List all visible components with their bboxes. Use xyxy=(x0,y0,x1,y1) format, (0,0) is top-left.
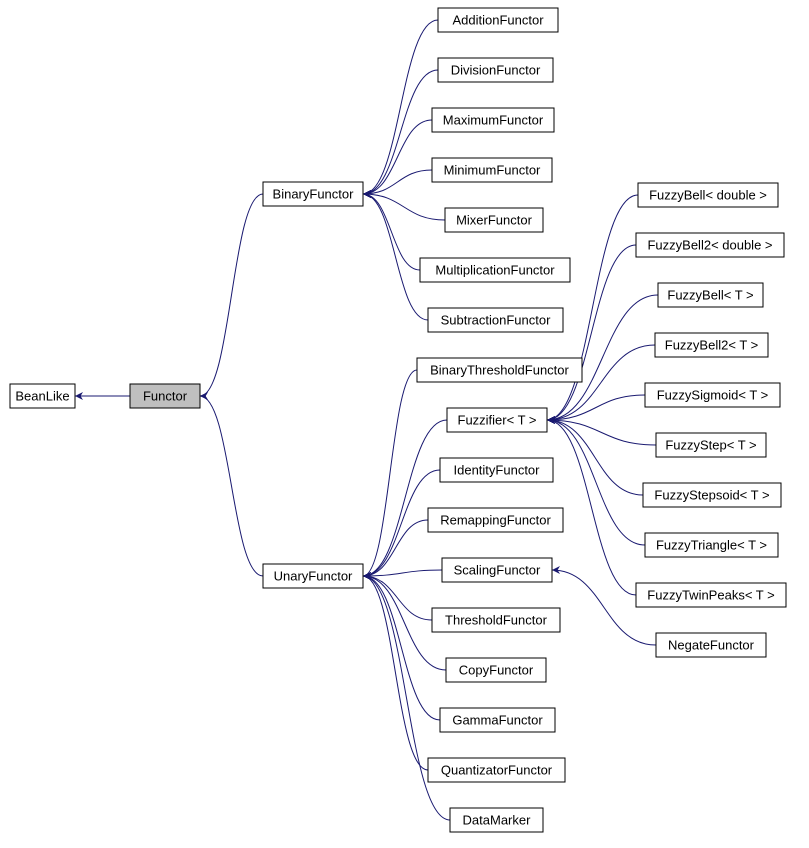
node-ScalingFunctor[interactable]: ScalingFunctor xyxy=(442,558,552,582)
node-MultiplicationFunctor[interactable]: MultiplicationFunctor xyxy=(420,258,570,282)
node-MinimumFunctor[interactable]: MinimumFunctor xyxy=(432,158,552,182)
node-label: FuzzyStepsoid< T > xyxy=(654,488,769,503)
node-label: DataMarker xyxy=(463,813,532,828)
edge-FuzzyStepsoidT-to-Fuzzifier xyxy=(547,420,643,495)
node-label: FuzzyStep< T > xyxy=(665,438,756,453)
node-QuantizatorFunctor[interactable]: QuantizatorFunctor xyxy=(428,758,565,782)
edge-MultiplicationFunctor-to-BinaryFunctor xyxy=(363,194,420,270)
node-label: MixerFunctor xyxy=(456,213,533,228)
node-Functor[interactable]: Functor xyxy=(130,384,200,408)
node-ThresholdFunctor[interactable]: ThresholdFunctor xyxy=(432,608,560,632)
edge-MixerFunctor-to-BinaryFunctor xyxy=(363,194,445,220)
node-MixerFunctor[interactable]: MixerFunctor xyxy=(445,208,543,232)
node-label: AdditionFunctor xyxy=(452,13,544,28)
node-Fuzzifier[interactable]: Fuzzifier< T > xyxy=(447,408,547,432)
node-DivisionFunctor[interactable]: DivisionFunctor xyxy=(438,58,553,82)
node-UnaryFunctor[interactable]: UnaryFunctor xyxy=(263,564,363,588)
node-MaximumFunctor[interactable]: MaximumFunctor xyxy=(432,108,554,132)
node-label: Functor xyxy=(143,389,188,404)
node-GammaFunctor[interactable]: GammaFunctor xyxy=(440,708,555,732)
node-label: FuzzyTriangle< T > xyxy=(656,538,767,553)
edge-DivisionFunctor-to-BinaryFunctor xyxy=(363,70,438,194)
node-label: FuzzyTwinPeaks< T > xyxy=(647,588,774,603)
edge-GammaFunctor-to-UnaryFunctor xyxy=(363,576,440,720)
node-label: Fuzzifier< T > xyxy=(458,413,537,428)
node-label: FuzzyBell2< T > xyxy=(665,338,758,353)
node-label: MaximumFunctor xyxy=(443,113,544,128)
node-FuzzySigmoidT[interactable]: FuzzySigmoid< T > xyxy=(645,383,780,407)
node-SubtractionFunctor[interactable]: SubtractionFunctor xyxy=(428,308,563,332)
edge-ThresholdFunctor-to-UnaryFunctor xyxy=(363,576,432,620)
edge-SubtractionFunctor-to-BinaryFunctor xyxy=(363,194,428,320)
inheritance-diagram: BeanLike Functor BinaryFunctor UnaryFunctor… xyxy=(0,0,809,848)
node-label: ScalingFunctor xyxy=(454,563,541,578)
node-FuzzyBellD[interactable]: FuzzyBell< double > xyxy=(638,183,778,207)
node-label: MinimumFunctor xyxy=(444,163,541,178)
node-label: FuzzySigmoid< T > xyxy=(657,388,769,403)
node-label: BinaryThresholdFunctor xyxy=(430,363,569,378)
node-NegateFunctor[interactable]: NegateFunctor xyxy=(656,633,766,657)
edge-RemappingFunctor-to-UnaryFunctor xyxy=(363,520,428,576)
node-AdditionFunctor[interactable]: AdditionFunctor xyxy=(438,8,558,32)
node-BinaryFunctor[interactable]: BinaryFunctor xyxy=(263,182,363,206)
node-label: DivisionFunctor xyxy=(451,63,541,78)
node-DataMarker[interactable]: DataMarker xyxy=(450,808,543,832)
node-IdentityFunctor[interactable]: IdentityFunctor xyxy=(440,458,553,482)
node-FuzzyStepT[interactable]: FuzzyStep< T > xyxy=(656,433,766,457)
node-FuzzyTriangleT[interactable]: FuzzyTriangle< T > xyxy=(645,533,778,557)
node-label: RemappingFunctor xyxy=(440,513,551,528)
node-RemappingFunctor[interactable]: RemappingFunctor xyxy=(428,508,563,532)
node-FuzzyTwinPeaksT[interactable]: FuzzyTwinPeaks< T > xyxy=(636,583,786,607)
edge-BinaryFunctor-to-Functor xyxy=(200,194,263,396)
node-BinaryThresholdFunctor[interactable]: BinaryThresholdFunctor xyxy=(417,358,582,382)
node-label: QuantizatorFunctor xyxy=(441,763,553,778)
node-label: FuzzyBell< T > xyxy=(667,288,753,303)
node-label: UnaryFunctor xyxy=(274,569,353,584)
edge-AdditionFunctor-to-BinaryFunctor xyxy=(363,20,438,194)
edge-UnaryFunctor-to-Functor xyxy=(200,396,263,576)
node-label: ThresholdFunctor xyxy=(445,613,548,628)
edge-BinaryThresholdFunctor-to-UnaryFunctor xyxy=(363,370,417,576)
node-CopyFunctor[interactable]: CopyFunctor xyxy=(446,658,546,682)
node-label: BinaryFunctor xyxy=(273,187,355,202)
node-FuzzyBell2T[interactable]: FuzzyBell2< T > xyxy=(655,333,768,357)
node-label: GammaFunctor xyxy=(452,713,543,728)
node-label: BeanLike xyxy=(15,389,69,404)
node-FuzzyBellT[interactable]: FuzzyBell< T > xyxy=(658,283,763,307)
edge-QuantizatorFunctor-to-UnaryFunctor xyxy=(363,576,428,770)
edge-Fuzzifier-to-UnaryFunctor xyxy=(363,420,447,576)
node-label: IdentityFunctor xyxy=(454,463,541,478)
edges-layer xyxy=(75,20,658,820)
node-label: NegateFunctor xyxy=(668,638,755,653)
node-FuzzyBell2D[interactable]: FuzzyBell2< double > xyxy=(636,233,784,257)
node-label: CopyFunctor xyxy=(459,663,534,678)
edge-MaximumFunctor-to-BinaryFunctor xyxy=(363,120,432,194)
node-FuzzyStepsoidT[interactable]: FuzzyStepsoid< T > xyxy=(643,483,781,507)
node-label: MultiplicationFunctor xyxy=(435,263,555,278)
node-label: FuzzyBell< double > xyxy=(649,188,767,203)
node-label: FuzzyBell2< double > xyxy=(647,238,772,253)
node-BeanLike[interactable]: BeanLike xyxy=(10,384,75,408)
node-label: SubtractionFunctor xyxy=(441,313,552,328)
